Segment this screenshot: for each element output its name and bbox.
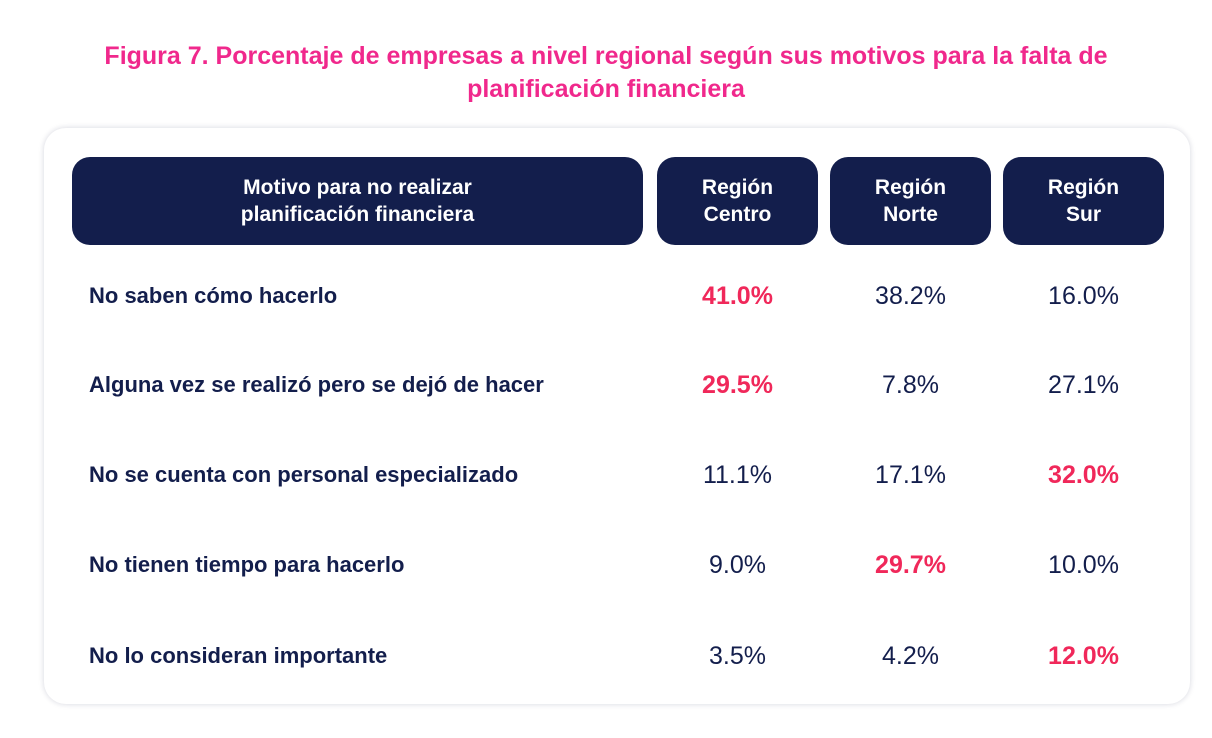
header-centro-line1: Región (701, 176, 774, 199)
header-sur-line1: Región (1047, 176, 1120, 199)
cell-value: 9.0% (709, 551, 766, 579)
row-label: No lo consideran importante (89, 643, 388, 668)
row-label: No tienen tiempo para hacerlo (89, 552, 405, 577)
cell-value: 16.0% (1048, 282, 1119, 310)
cell-value: 11.1% (702, 461, 773, 489)
table-row: No lo consideran importante 3.5% 4.2% 12… (0, 636, 1212, 676)
cell-value: 7.8% (882, 371, 939, 399)
chart-title: Figura 7. Porcentaje de empresas a nivel… (104, 42, 1108, 103)
row-label: Alguna vez se realizó pero se dejó de ha… (89, 372, 544, 397)
table-row: No saben cómo hacerlo 41.0% 38.2% 16.0% (0, 276, 1212, 316)
header-centro-line2: Centro (703, 203, 772, 226)
cell-value: 29.7% (875, 551, 946, 579)
header-motivo-line2: planificación financiera (240, 203, 475, 226)
cell-value: 32.0% (1048, 461, 1119, 489)
row-label: No se cuenta con personal especializado (89, 462, 519, 487)
cell-value: 17.1% (875, 461, 946, 489)
header-region-norte: Región Norte (830, 157, 991, 245)
cell-value: 3.5% (709, 642, 766, 670)
cell-value: 10.0% (1048, 551, 1119, 579)
table-row: No tienen tiempo para hacerlo 9.0% 29.7%… (0, 545, 1212, 585)
header-norte-line1: Región (874, 176, 947, 199)
cell-value: 41.0% (702, 282, 773, 310)
header-motivo-line1: Motivo para no realizar (243, 176, 472, 199)
header-norte-line2: Norte (883, 203, 938, 226)
cell-value: 38.2% (875, 282, 946, 310)
header-motivo: Motivo para no realizar planificación fi… (72, 157, 643, 245)
cell-value: 29.5% (702, 371, 773, 399)
table-row: No se cuenta con personal especializado … (0, 455, 1212, 495)
cell-value: 12.0% (1048, 642, 1119, 670)
header-region-centro: Región Centro (657, 157, 818, 245)
cell-value: 4.2% (882, 642, 939, 670)
header-region-sur: Región Sur (1003, 157, 1164, 245)
header-sur-line2: Sur (1065, 203, 1101, 226)
table-row: Alguna vez se realizó pero se dejó de ha… (0, 365, 1212, 405)
row-label: No saben cómo hacerlo (89, 283, 338, 308)
cell-value: 27.1% (1048, 371, 1119, 399)
